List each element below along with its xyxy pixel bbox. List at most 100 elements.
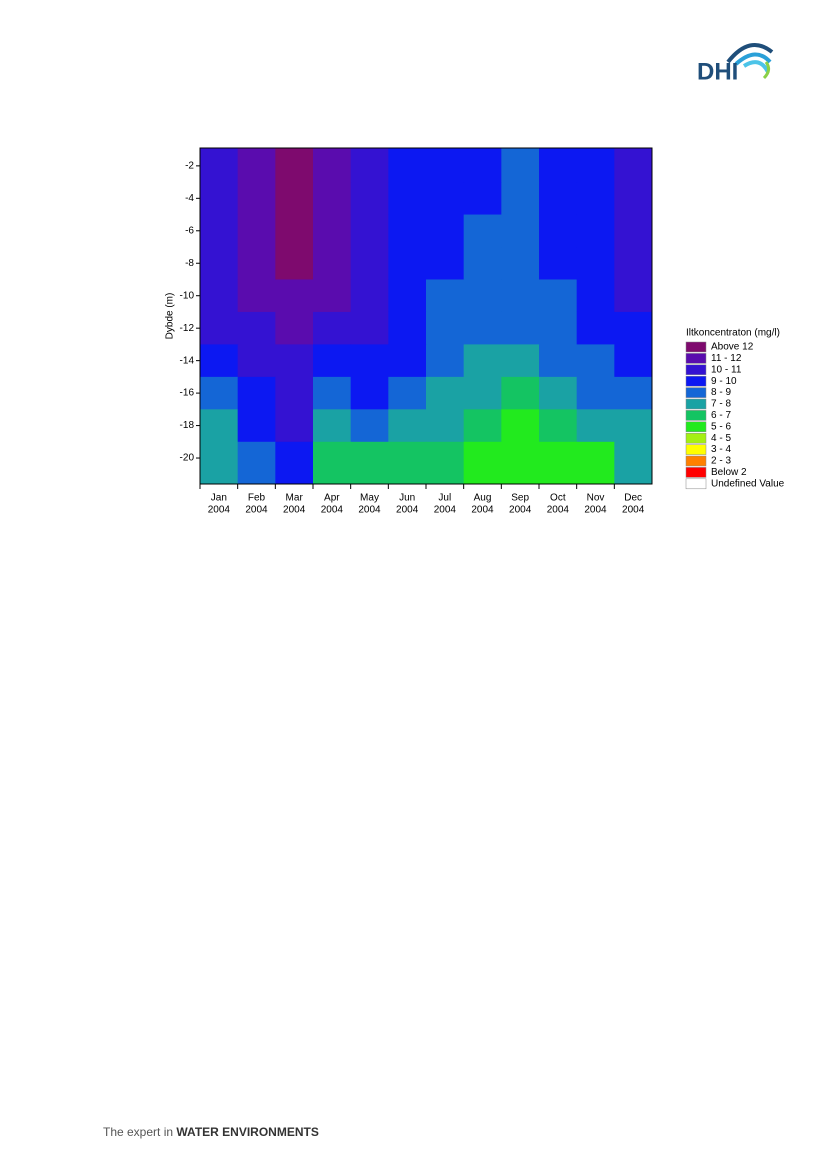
contour-cell [313, 441, 352, 485]
x-tick-year: 2004 [321, 505, 344, 516]
y-tick-label: -20 [180, 453, 195, 464]
contour-cell [313, 409, 352, 443]
logo-wave [726, 42, 774, 64]
legend-swatch [685, 467, 707, 478]
legend-swatch [685, 398, 707, 410]
x-tick-year: 2004 [622, 505, 645, 516]
contour-cell [501, 279, 540, 313]
contour-cell [576, 409, 615, 443]
contour-cell [275, 279, 314, 313]
contour-cell [275, 148, 314, 183]
contour-cell [313, 247, 352, 280]
contour-cell [200, 148, 239, 183]
contour-cell [576, 376, 615, 410]
contour-cell [200, 182, 239, 216]
x-tick-year: 2004 [434, 505, 457, 516]
contour-cell [313, 279, 352, 313]
contour-cell [501, 148, 540, 183]
legend-label: 8 - 9 [711, 387, 731, 398]
contour-cell [200, 409, 239, 443]
x-tick-year: 2004 [471, 505, 494, 516]
x-tick-label: Dec [624, 493, 642, 504]
contour-cell [350, 376, 389, 410]
contour-cell [614, 182, 653, 216]
contour-cell [539, 441, 578, 485]
x-tick-label: Oct [550, 493, 566, 504]
contour-cell [237, 409, 276, 443]
contour-cell [237, 182, 276, 216]
contour-cell [426, 214, 465, 248]
legend-swatch [685, 353, 707, 364]
legend-swatch [685, 432, 707, 444]
contour-cell [576, 247, 615, 280]
contour-cell [313, 311, 352, 345]
contour-field [200, 148, 653, 485]
contour-cell [350, 148, 389, 183]
legend-swatch [685, 478, 707, 490]
contour-cell [426, 182, 465, 216]
legend-label: 9 - 10 [711, 376, 737, 387]
contour-cell [275, 441, 314, 485]
contour-cell [614, 344, 653, 378]
y-tick-label: -12 [180, 323, 195, 334]
y-tick-label: -10 [180, 290, 195, 301]
contour-cell [463, 409, 502, 443]
contour-cell [350, 409, 389, 443]
contour-cell [501, 247, 540, 280]
contour-cell [539, 214, 578, 248]
footer-tagline: The expert in WATER ENVIRONMENTS [103, 1125, 319, 1139]
contour-cell [275, 376, 314, 410]
legend-swatch [685, 375, 707, 387]
legend-label: 4 - 5 [711, 433, 731, 444]
legend-label: 3 - 4 [711, 444, 731, 455]
contour-cell [463, 182, 502, 216]
legend-title: Iltkoncentraton (mg/l) [686, 328, 780, 339]
contour-cell [388, 409, 427, 443]
contour-cell [388, 279, 427, 313]
contour-cell [275, 182, 314, 216]
contour-cell [426, 376, 465, 410]
x-tick-year: 2004 [509, 505, 532, 516]
contour-cell [426, 148, 465, 183]
contour-cell [237, 214, 276, 248]
contour-cell [539, 182, 578, 216]
legend-swatch [685, 444, 707, 455]
contour-cell [614, 376, 653, 410]
x-tick-label: Jan [211, 493, 227, 504]
contour-cell [539, 148, 578, 183]
contour-cell [576, 279, 615, 313]
x-tick-label: Jul [438, 493, 451, 504]
legend-swatch [685, 410, 707, 421]
x-tick-label: Apr [324, 493, 340, 504]
contour-cell [614, 214, 653, 248]
contour-cell [539, 279, 578, 313]
contour-cell [237, 441, 276, 485]
contour-cell [576, 441, 615, 485]
legend-swatch [685, 364, 707, 376]
contour-cell [237, 344, 276, 378]
contour-cell [576, 311, 615, 345]
contour-cell [576, 182, 615, 216]
y-tick-label: -6 [185, 225, 194, 236]
x-tick-label: Jun [399, 493, 415, 504]
contour-cell [275, 344, 314, 378]
contour-cell [275, 214, 314, 248]
contour-cell [237, 148, 276, 183]
legend-label: 11 - 12 [711, 353, 742, 364]
contour-cell [463, 441, 502, 485]
legend-label: 6 - 7 [711, 410, 731, 421]
y-tick-label: -16 [180, 388, 195, 399]
tagline-bold: WATER ENVIRONMENTS [176, 1125, 318, 1139]
contour-cell [237, 279, 276, 313]
contour-cell [275, 311, 314, 345]
contour-cell [576, 214, 615, 248]
contour-cell [539, 311, 578, 345]
contour-cell [463, 279, 502, 313]
legend-label: Undefined Value [711, 478, 785, 489]
contour-cell [350, 279, 389, 313]
contour-cell [350, 214, 389, 248]
contour-cell [200, 344, 239, 378]
contour-cell [388, 344, 427, 378]
contour-cell [313, 376, 352, 410]
